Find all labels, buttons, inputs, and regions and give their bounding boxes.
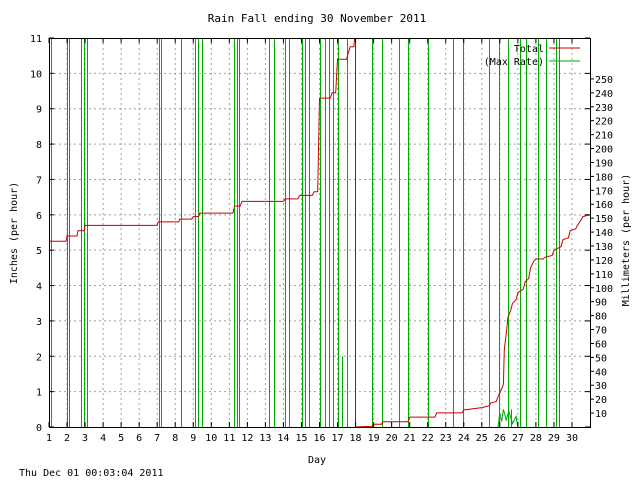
x-tick-label: 13 xyxy=(259,433,271,444)
x-tick-label: 6 xyxy=(136,433,142,444)
y-tick-label: 1 xyxy=(36,388,42,399)
y2-tick-label: 30 xyxy=(595,381,607,392)
y2-tick-label: 210 xyxy=(595,131,613,142)
y-tick-label: 9 xyxy=(36,105,42,116)
x-tick-label: 18 xyxy=(350,433,362,444)
legend: Total (Max Rate) xyxy=(484,44,580,68)
y-axis-label: Inches (per hour) xyxy=(9,182,20,284)
x-tick-label: 7 xyxy=(154,433,160,444)
x-tick-label: 22 xyxy=(422,433,434,444)
y-tick-label: 10 xyxy=(30,69,42,80)
x-tick-label: 25 xyxy=(476,433,488,444)
x-tick-label: 4 xyxy=(100,433,106,444)
y-tick-label: 7 xyxy=(36,175,42,186)
x-tick-label: 1 xyxy=(46,433,52,444)
y2-tick-label: 80 xyxy=(595,312,607,323)
x-axis-label: Day xyxy=(308,455,326,466)
x-tick-label: 8 xyxy=(172,433,178,444)
x-tick-label: 14 xyxy=(277,433,289,444)
x-tick-label: 2 xyxy=(64,433,70,444)
y-tick-label: 11 xyxy=(30,34,42,45)
y2-tick-label: 60 xyxy=(595,339,607,350)
y2-tick-label: 180 xyxy=(595,172,613,183)
total-line xyxy=(354,214,591,428)
total-series xyxy=(49,37,591,428)
legend-max-rate-label: (Max Rate) xyxy=(484,57,544,68)
y2-tick-label: 110 xyxy=(595,270,613,281)
x-tick-label: 30 xyxy=(566,433,578,444)
x-tick-label: 17 xyxy=(332,433,344,444)
y2-tick-label: 70 xyxy=(595,326,607,337)
y2-axis-label: Millimeters (per hour) xyxy=(621,174,632,306)
y2-tick-label: 250 xyxy=(595,75,613,86)
x-tick-label: 26 xyxy=(494,433,506,444)
x-tick-label: 19 xyxy=(368,433,380,444)
x-tick-label: 15 xyxy=(295,433,307,444)
y2-tick-label: 240 xyxy=(595,89,613,100)
y-tick-label: 6 xyxy=(36,211,42,222)
x-tick-label: 20 xyxy=(386,433,398,444)
max-rate-series xyxy=(51,38,560,428)
x-tick-label: 10 xyxy=(205,433,217,444)
legend-total-label: Total xyxy=(514,44,544,55)
y2-tick-label: 190 xyxy=(595,158,613,169)
x-tick-label: 9 xyxy=(190,433,196,444)
y2-tick-label: 150 xyxy=(595,214,613,225)
y2-tick-label: 100 xyxy=(595,284,613,295)
y2-tick-label: 120 xyxy=(595,256,613,267)
x-tick-label: 27 xyxy=(512,433,524,444)
y-tick-label: 2 xyxy=(36,352,42,363)
x-tick-label: 12 xyxy=(241,433,253,444)
max-rate-low-activity xyxy=(497,409,519,428)
y2-tick-label: 20 xyxy=(595,395,607,406)
y2-tick-label: 200 xyxy=(595,145,613,156)
x-tick-label: 23 xyxy=(440,433,452,444)
y2-tick-label: 40 xyxy=(595,367,607,378)
y-tick-label: 5 xyxy=(36,246,42,257)
chart-title: Rain Fall ending 30 November 2011 xyxy=(208,12,427,25)
y-tick-label: 8 xyxy=(36,140,42,151)
y-tick-label: 0 xyxy=(36,423,42,434)
x-tick-label: 24 xyxy=(458,433,470,444)
y-tick-label: 4 xyxy=(36,282,42,293)
y2-tick-label: 90 xyxy=(595,298,607,309)
y2-tick-label: 230 xyxy=(595,103,613,114)
timestamp: Thu Dec 01 00:03:04 2011 xyxy=(19,468,164,479)
x-tick-label: 28 xyxy=(530,433,542,444)
y2-tick-label: 130 xyxy=(595,242,613,253)
y2-tick-label: 50 xyxy=(595,353,607,364)
y2-tick-label: 160 xyxy=(595,200,613,211)
x-tick-label: 3 xyxy=(82,433,88,444)
x-tick-label: 16 xyxy=(313,433,325,444)
y2-tick-label: 10 xyxy=(595,409,607,420)
x-tick-label: 21 xyxy=(404,433,416,444)
x-tick-label: 5 xyxy=(118,433,124,444)
y-tick-label: 3 xyxy=(36,317,42,328)
y2-tick-label: 170 xyxy=(595,186,613,197)
x-tick-label: 29 xyxy=(548,433,560,444)
x-tick-label: 11 xyxy=(223,433,235,444)
y2-tick-label: 140 xyxy=(595,228,613,239)
y2-tick-label: 220 xyxy=(595,117,613,128)
total-line xyxy=(49,37,356,242)
